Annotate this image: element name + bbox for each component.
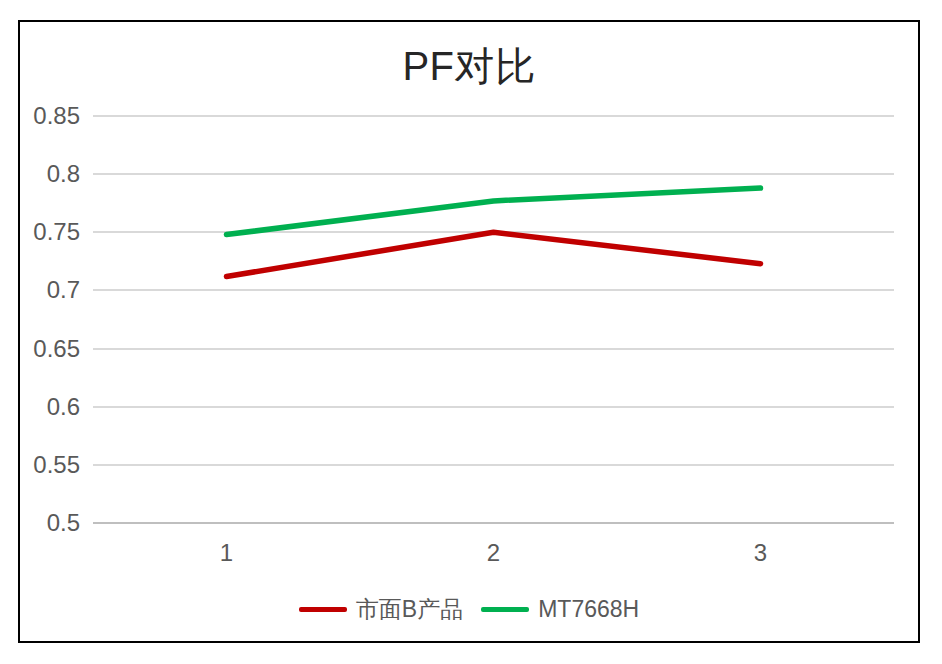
y-tick-label: 0.8 (10, 160, 80, 188)
x-tick-label: 2 (434, 539, 554, 567)
y-tick-label: 0.65 (10, 335, 80, 363)
series-line (227, 188, 761, 235)
legend: 市面B产品 MT7668H (20, 594, 918, 624)
chart-frame: PF对比 0.850.80.750.70.650.60.550.5 123 市面… (18, 20, 920, 643)
y-tick-label: 0.5 (10, 509, 80, 537)
legend-label: MT7668H (538, 594, 639, 624)
legend-label: 市面B产品 (356, 594, 463, 624)
legend-line-swatch (481, 607, 529, 612)
y-tick-label: 0.55 (10, 451, 80, 479)
legend-item: 市面B产品 (299, 594, 463, 624)
series-line (227, 232, 761, 276)
x-tick-label: 3 (701, 539, 821, 567)
chart-title: PF对比 (20, 44, 918, 88)
plot-area (93, 116, 894, 523)
y-tick-label: 0.6 (10, 393, 80, 421)
chart-canvas: PF对比 0.85 0.8 0.75 0.7 0.65 0.6 0.55 0.5 1 2 3 市面… (0, 0, 942, 664)
legend-line-swatch (299, 607, 347, 612)
series-plot (93, 116, 894, 523)
y-tick-label: 0.7 (10, 276, 80, 304)
y-tick-label: 0.85 (10, 102, 80, 130)
y-tick-label: 0.75 (10, 218, 80, 246)
legend-item: MT7668H (481, 594, 639, 624)
x-tick-label: 1 (167, 539, 287, 567)
